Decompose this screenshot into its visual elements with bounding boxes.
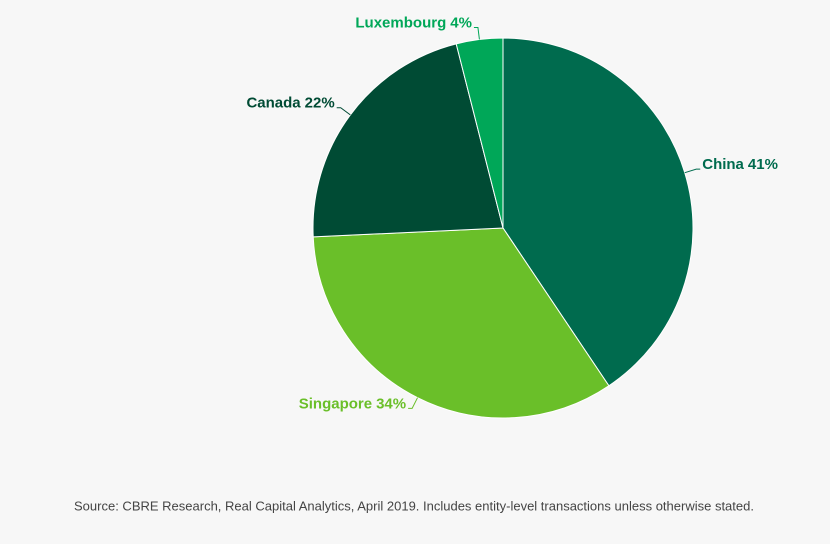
data-label: China 41% — [702, 156, 778, 173]
pie-slice — [312, 227, 610, 419]
leader-line — [473, 27, 480, 40]
label-value: 22% — [305, 95, 335, 112]
pie-slice — [502, 37, 694, 387]
data-label: Luxembourg 4% — [355, 15, 472, 32]
label-category: Luxembourg — [355, 15, 446, 32]
leader-line — [408, 397, 418, 409]
pie-slice — [455, 37, 504, 229]
data-label: Singapore 34% — [299, 395, 406, 412]
data-label: Canada 22% — [246, 95, 334, 112]
leader-line — [336, 107, 351, 116]
label-category: China — [702, 156, 744, 173]
label-category: Canada — [246, 95, 301, 112]
label-category: Singapore — [299, 395, 372, 412]
label-value: 4% — [450, 15, 472, 32]
leader-line — [684, 168, 701, 174]
source-note: Source: CBRE Research, Real Capital Anal… — [74, 498, 754, 513]
label-value: 34% — [376, 395, 406, 412]
pie-slice — [312, 43, 504, 238]
label-value: 41% — [748, 156, 778, 173]
